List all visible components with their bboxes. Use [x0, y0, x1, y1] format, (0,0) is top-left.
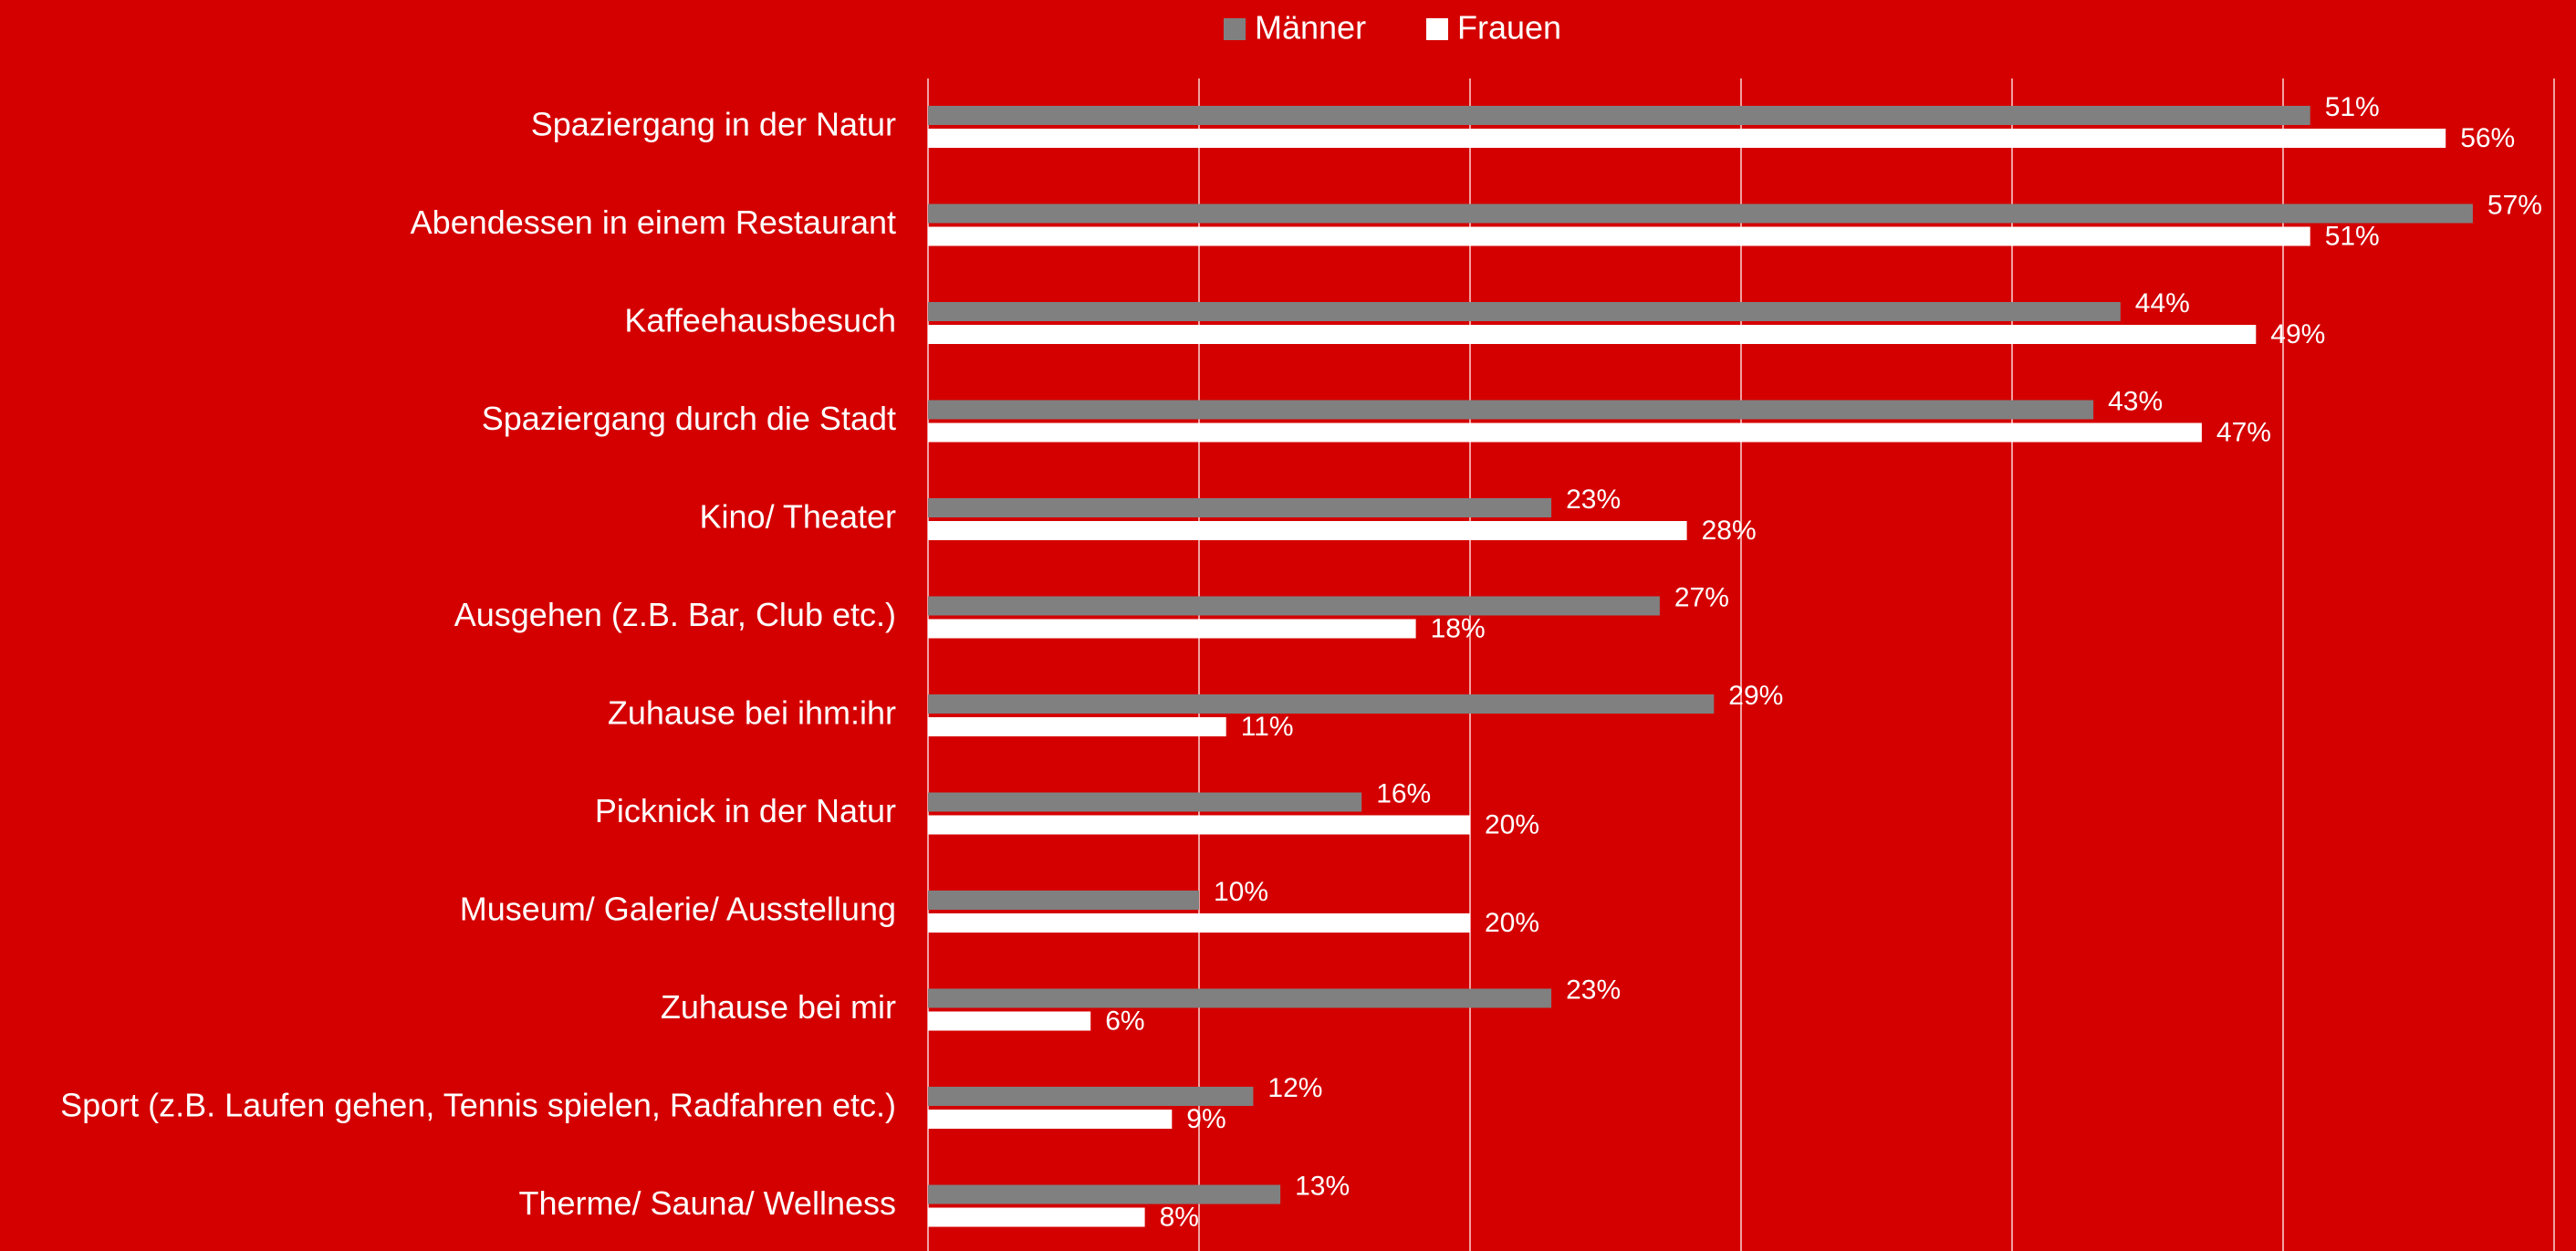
y-tick-label: Picknick in der Natur	[595, 792, 896, 829]
bar	[928, 988, 1552, 1008]
bar	[928, 792, 1362, 812]
y-tick-label: Zuhause bei mir	[661, 988, 896, 1026]
value-label: 49%	[2270, 319, 2325, 349]
value-label: 51%	[2325, 221, 2380, 251]
value-label: 13%	[1295, 1171, 1350, 1201]
y-tick-label: Ausgehen (z.B. Bar, Club etc.)	[454, 596, 896, 633]
value-label: 23%	[1566, 975, 1621, 1005]
y-tick-label: Kino/ Theater	[700, 498, 896, 536]
y-tick-label: Spaziergang durch die Stadt	[482, 400, 896, 437]
value-label: 43%	[2108, 386, 2163, 416]
value-label: 51%	[2325, 92, 2380, 122]
value-label: 18%	[1431, 613, 1486, 643]
bar	[928, 1207, 1145, 1227]
value-label: 16%	[1376, 778, 1431, 808]
value-label: 47%	[2216, 417, 2271, 447]
bar	[928, 1110, 1173, 1129]
value-label: 12%	[1267, 1073, 1322, 1103]
value-label: 28%	[1702, 516, 1757, 546]
bar	[928, 891, 1199, 910]
bar	[928, 694, 1715, 714]
y-tick-label: Zuhause bei ihm:ihr	[608, 694, 896, 732]
bar	[928, 106, 2310, 125]
value-label: 10%	[1214, 877, 1268, 907]
value-label: 29%	[1728, 681, 1783, 711]
bar	[928, 913, 1470, 933]
value-label: 23%	[1566, 485, 1621, 515]
bar	[928, 521, 1687, 540]
value-label: 20%	[1485, 908, 1539, 938]
bar	[928, 619, 1416, 639]
y-tick-label: Museum/ Galerie/ Ausstellung	[460, 891, 896, 928]
bar	[928, 129, 2446, 148]
value-label: 44%	[2135, 288, 2190, 318]
y-tick-label: Kaffeehausbesuch	[624, 302, 896, 339]
value-label: 20%	[1485, 809, 1539, 839]
bar	[928, 302, 2121, 321]
bar	[928, 1087, 1254, 1106]
y-tick-label: Abendessen in einem Restaurant	[411, 203, 896, 241]
y-tick-label: Sport (z.B. Laufen gehen, Tennis spielen…	[60, 1087, 896, 1124]
value-label: 8%	[1160, 1202, 1199, 1232]
value-label: 57%	[2487, 190, 2542, 220]
bar	[928, 226, 2310, 246]
y-tick-label: Therme/ Sauna/ Wellness	[518, 1184, 896, 1222]
bar	[928, 498, 1552, 517]
legend-label: Frauen	[1457, 9, 1561, 47]
value-label: 9%	[1186, 1104, 1225, 1134]
bar	[928, 717, 1226, 736]
value-label: 11%	[1241, 712, 1294, 742]
value-label: 6%	[1105, 1006, 1144, 1036]
bar	[928, 596, 1660, 616]
bar	[928, 325, 2257, 344]
legend-label: Männer	[1255, 9, 1366, 47]
value-label: 56%	[2460, 123, 2515, 153]
value-label: 27%	[1674, 582, 1729, 612]
bar	[928, 422, 2202, 443]
bar	[928, 1184, 1281, 1204]
bar	[928, 400, 2094, 420]
bar	[928, 1011, 1091, 1031]
legend-swatch	[1426, 18, 1448, 40]
y-tick-label: Spaziergang in der Natur	[531, 106, 896, 143]
bar	[928, 815, 1470, 835]
bar	[928, 203, 2473, 224]
legend-swatch	[1224, 18, 1246, 40]
